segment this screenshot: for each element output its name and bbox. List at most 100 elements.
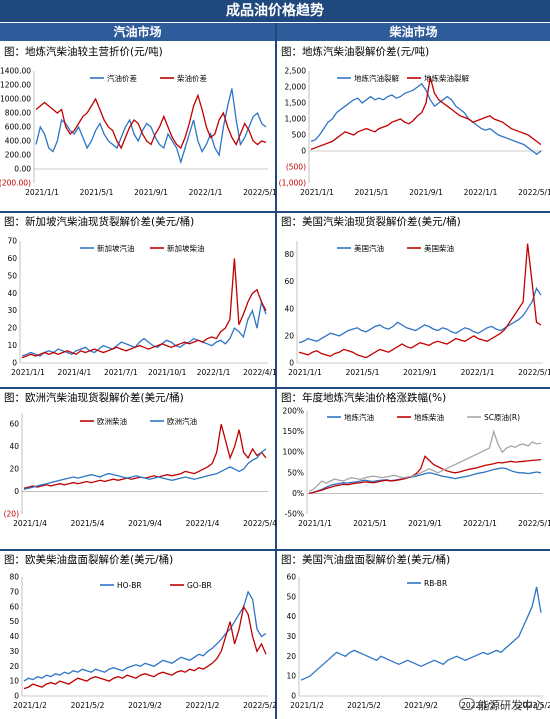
x-tick-label: 2021/1/1 bbox=[11, 368, 45, 377]
y-tick-label: (200.00) bbox=[0, 179, 31, 188]
x-tick-label: 2022/5/2 bbox=[243, 701, 277, 710]
y-tick-label: 30 bbox=[9, 647, 19, 656]
series-line-1 bbox=[35, 93, 267, 150]
chart-svg: 1400.00 1200.00 1000.00 800.00 600.00 400.00 2… bbox=[0, 67, 277, 198]
chart-title: 图：新加坡汽柴油现货裂解价差(美元/桶) bbox=[4, 216, 195, 228]
y-tick-label: 60 bbox=[284, 277, 294, 286]
x-tick-label: 2021/9/1 bbox=[408, 519, 442, 528]
legend-label: 地炼汽油 bbox=[344, 412, 374, 422]
chart-panel-singapore-crack: 图：新加坡汽柴油现货裂解价差(美元/桶) 70 60 50 40 30 20 10 0 2021… bbox=[0, 213, 277, 387]
y-tick-label: 20 bbox=[286, 652, 296, 661]
y-tick-label: 30 bbox=[7, 306, 17, 315]
y-tick-label: 200.00 bbox=[5, 151, 31, 160]
y-tick-label: (500) bbox=[286, 163, 306, 172]
chart-title: 图：欧洲汽柴油现货裂解价差(美元/桶) bbox=[4, 392, 184, 404]
legend-label: 汽油价差 bbox=[107, 73, 137, 83]
y-tick-label: 150% bbox=[283, 427, 304, 436]
x-tick-label: 2022/1/1 bbox=[197, 368, 231, 377]
y-tick-label: 0 bbox=[291, 692, 296, 701]
y-tick-label: 40 bbox=[7, 289, 17, 298]
y-tick-label: 0.00 bbox=[14, 165, 31, 174]
x-tick-label: 2021/5/1 bbox=[346, 368, 380, 377]
x-tick-label: 2021/1/1 bbox=[300, 188, 334, 197]
y-tick-label: 1,000 bbox=[285, 115, 307, 124]
y-tick-label: 20 bbox=[9, 465, 19, 474]
series-line-0 bbox=[35, 88, 267, 165]
chart-panel-us-spot-crack: 图：美国汽柴油现货裂解价差(美元/桶) 80 60 40 20 0 2021/1/1 202… bbox=[277, 213, 550, 387]
column-divider bbox=[275, 23, 277, 719]
x-tick-label: 2021/9/2 bbox=[128, 701, 162, 710]
chart-panel-refinery-crack: 图：地炼汽柴油裂解价差(元/吨) 2,500 2,000 1,500 1,000 500… bbox=[277, 43, 550, 211]
x-tick-label: 2021/9/2 bbox=[404, 701, 438, 710]
chart-title: 图：欧美柴油盘面裂解价差(美元/桶) bbox=[4, 554, 174, 566]
legend-label: 欧洲汽油 bbox=[167, 416, 197, 426]
x-tick-label: 2022/5/4 bbox=[243, 519, 277, 528]
legend-label: 美国汽油 bbox=[354, 243, 384, 253]
legend-label: 地炼汽油裂解 bbox=[354, 73, 399, 83]
y-tick-label: 0 bbox=[14, 487, 19, 496]
y-tick-label: 30 bbox=[286, 632, 296, 641]
x-tick-label: 2022/1/2 bbox=[186, 701, 220, 710]
chart-title: 图：地炼汽柴油较主营折价(元/吨) bbox=[4, 46, 163, 58]
y-tick-label: 600.00 bbox=[5, 123, 31, 132]
y-tick-label: 60 bbox=[9, 420, 19, 429]
legend-label: 柴油价差 bbox=[177, 73, 207, 83]
x-tick-label: 2022/1/2 bbox=[461, 701, 495, 710]
chart-title: 图：美国汽柴油现货裂解价差(美元/桶) bbox=[281, 216, 461, 228]
chart-panel-diesel-futures-crack: 图：欧美柴油盘面裂解价差(美元/桶) 80 70 60 50 40 30 20 10 0 2021… bbox=[0, 551, 277, 719]
x-tick-label: 2022/1/1 bbox=[464, 188, 498, 197]
watermark: 能源研发中心 bbox=[459, 697, 544, 713]
x-tick-label: 2022/5/1 bbox=[518, 188, 550, 197]
y-tick-label: 1000.00 bbox=[0, 95, 31, 104]
legend-label: 欧洲柴油 bbox=[97, 416, 127, 426]
y-tick-label: 70 bbox=[7, 237, 17, 246]
x-tick-label: 2021/5/1 bbox=[80, 188, 114, 197]
legend-label: HO-BR bbox=[117, 581, 142, 590]
legend-label: SC原油(R) bbox=[484, 412, 520, 422]
y-tick-label: 50 bbox=[286, 592, 296, 601]
chart-svg: 60 40 20 0 (20)2021/1/4 2021/5/4 2021/9/4 2022/… bbox=[4, 413, 277, 528]
chart-panel-europe-crack: 图：欧洲汽柴油现货裂解价差(美元/桶) 60 40 20 0 (20) 2021/1/4 2… bbox=[0, 389, 277, 549]
y-tick-label: 1,500 bbox=[285, 99, 307, 108]
gasoline-section-header: 汽油市场 bbox=[0, 23, 275, 41]
y-tick-label: 100% bbox=[283, 448, 304, 457]
series-line-0 bbox=[21, 299, 267, 357]
x-tick-label: 2021/1/4 bbox=[13, 519, 47, 528]
x-tick-label: 2021/1/2 bbox=[13, 701, 47, 710]
x-tick-label: 2021/9/4 bbox=[128, 519, 162, 528]
row-divider-1 bbox=[0, 211, 550, 213]
legend-label: 新加坡汽油 bbox=[97, 243, 135, 253]
legend-label: 美国柴油 bbox=[424, 243, 454, 253]
y-tick-label: 70 bbox=[9, 587, 19, 596]
x-tick-label: 2021/9/1 bbox=[134, 188, 168, 197]
y-tick-label: 0 bbox=[289, 359, 294, 368]
series-line-0 bbox=[298, 286, 542, 344]
y-tick-label: (1,000) bbox=[279, 179, 306, 188]
x-tick-label: 2022/5/1 bbox=[243, 188, 277, 197]
y-tick-label: 60 bbox=[7, 254, 17, 263]
x-tick-label: 2021/1/1 bbox=[298, 519, 332, 528]
row-divider-2 bbox=[0, 387, 550, 389]
y-tick-label: 40 bbox=[284, 304, 294, 313]
series-line-2 bbox=[308, 429, 542, 492]
x-tick-label: 2021/5/1 bbox=[355, 188, 389, 197]
chart-panel-annual-change: 图：年度地炼汽柴油价格涨跌幅(%) 200% 150% 100% 50% 0% -50% 2… bbox=[277, 389, 550, 549]
y-tick-label: 2,500 bbox=[285, 67, 307, 76]
y-tick-label: 10 bbox=[9, 677, 19, 686]
legend-label: 地炼柴油 bbox=[414, 412, 444, 422]
x-tick-label: 2022/1/1 bbox=[189, 188, 223, 197]
y-tick-label: 20 bbox=[7, 324, 17, 333]
x-tick-label: 2021/1/1 bbox=[25, 188, 59, 197]
y-tick-label: 800.00 bbox=[5, 109, 31, 118]
x-tick-label: 2021/1/1 bbox=[288, 368, 322, 377]
y-tick-label: 50% bbox=[287, 468, 304, 477]
y-tick-label: (20) bbox=[4, 510, 19, 519]
y-tick-label: 40 bbox=[286, 612, 296, 621]
x-tick-label: 2021/10/1 bbox=[148, 368, 187, 377]
y-tick-label: 50 bbox=[7, 271, 17, 280]
x-tick-label: 2022/5/2 bbox=[518, 701, 550, 710]
series-line-1 bbox=[298, 243, 542, 359]
